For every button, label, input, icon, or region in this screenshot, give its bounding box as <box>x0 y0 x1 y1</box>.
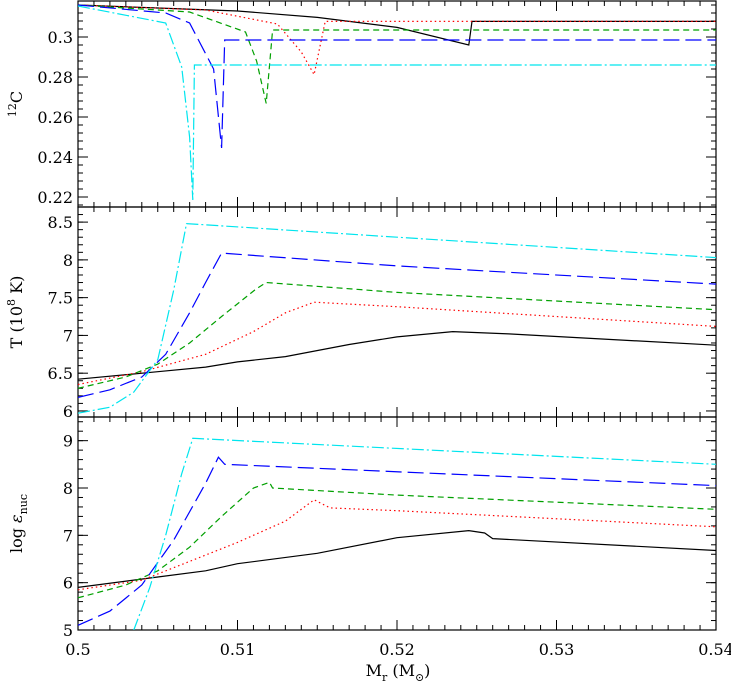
x-axis-title: Mr (M⊙) <box>366 661 431 684</box>
series-line-2 <box>78 301 716 386</box>
panel-frame <box>77 0 717 208</box>
series-line-4 <box>78 4 716 149</box>
series-line-1 <box>78 330 716 380</box>
series-line-4 <box>78 252 716 398</box>
y-tick-label: 0.3 <box>48 28 73 47</box>
y-tick-label: 8.5 <box>48 213 73 232</box>
x-tick-label: 0.54 <box>698 640 731 659</box>
panel-2: 6 6.5 7 7.5 8 8.5 T (108 K) <box>5 206 717 421</box>
y-tick-label: 0.22 <box>37 188 73 207</box>
x-tick-label: 0.5 <box>65 640 90 659</box>
curves <box>78 437 716 630</box>
panels-layer: 0.22 0.24 0.26 0.28 0.3 12C 6 6.5 7 7.5 8 8.5 T (108… <box>5 0 731 659</box>
y-tick-label: 0.28 <box>37 68 73 87</box>
x-tick-label: 0.52 <box>379 640 415 659</box>
y-tick-label: 6 <box>63 402 73 421</box>
y-tick-label: 8 <box>63 251 73 270</box>
panel-1: 0.22 0.24 0.26 0.28 0.3 12C <box>6 0 717 208</box>
series-line-3 <box>78 4 716 104</box>
series-line-4 <box>78 456 716 626</box>
series-line-1 <box>78 529 716 588</box>
y-tick-label: 9 <box>63 432 73 451</box>
y-tick-label: 7 <box>63 526 73 545</box>
series-line-3 <box>78 281 716 389</box>
panel-3: 5 6 7 8 9 log εnuc 0.5 0.51 0.52 0.53 0.54 <box>7 416 731 659</box>
y-tick-label: 7.5 <box>48 289 73 308</box>
series-line-5 <box>78 222 716 414</box>
series-line-5 <box>133 437 716 630</box>
series-line-3 <box>78 481 716 599</box>
x-tick-label: 0.51 <box>220 640 256 659</box>
y-tick-label: 7 <box>63 326 73 345</box>
panel-frame <box>77 206 717 418</box>
series-line-5 <box>78 5 716 201</box>
curves <box>78 222 716 414</box>
y-axis-title: log εnuc <box>7 494 30 553</box>
x-tick-label: 0.53 <box>539 640 575 659</box>
y-axis-title: T (108 K) <box>5 276 26 349</box>
y-tick-label: 6.5 <box>48 364 73 383</box>
y-axis-title: 12C <box>6 91 26 117</box>
y-tick-label: 8 <box>63 479 73 498</box>
y-tick-label: 0.24 <box>37 148 73 167</box>
series-line-2 <box>78 499 716 591</box>
curves <box>78 4 716 201</box>
series-line-1 <box>78 4 716 46</box>
y-tick-label: 0.26 <box>37 108 73 127</box>
y-tick-label: 5 <box>63 621 73 640</box>
y-tick-label: 6 <box>63 574 73 593</box>
